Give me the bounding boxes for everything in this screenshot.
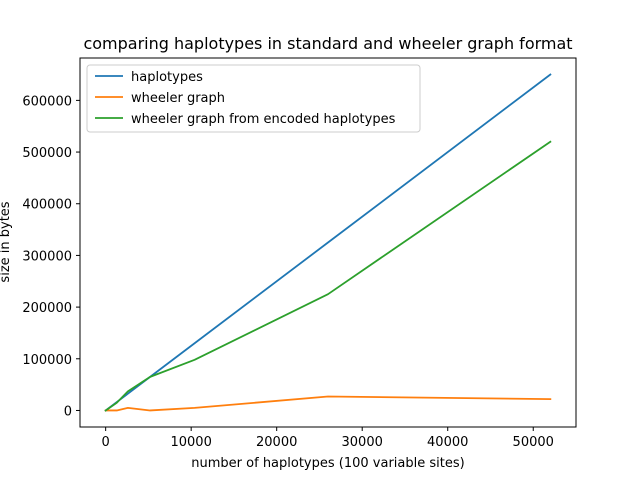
legend-label: wheeler graph <box>131 91 225 106</box>
y-tick-label: 600000 <box>22 94 72 109</box>
y-tick-label: 200000 <box>22 301 72 316</box>
y-tick-label: 0 <box>64 404 72 419</box>
plot-area <box>104 73 552 412</box>
x-tick-label: 40000 <box>427 435 468 450</box>
legend: haplotypes wheeler graph wheeler graph fro… <box>86 64 421 133</box>
series-line-2 <box>104 140 552 412</box>
x-tick-label: 50000 <box>513 435 554 450</box>
legend-box <box>86 64 421 133</box>
y-axis-label: size in bytes <box>0 201 13 282</box>
x-axis-label: number of haplotypes (100 variable sites… <box>191 456 464 471</box>
x-tick-label: 0 <box>102 435 110 450</box>
y-axis: 0 100000 200000 300000 400000 500000 600000 <box>22 94 80 419</box>
y-tick-label: 500000 <box>22 146 72 161</box>
y-tick-label: 300000 <box>22 249 72 264</box>
x-tick-label: 10000 <box>170 435 211 450</box>
y-tick-label: 100000 <box>22 353 72 368</box>
x-tick-label: 30000 <box>342 435 383 450</box>
legend-label: haplotypes <box>131 70 203 85</box>
y-tick-label: 400000 <box>22 198 72 213</box>
series-line-1 <box>104 395 552 412</box>
chart-title: comparing haplotypes in standard and whe… <box>83 34 572 53</box>
x-axis: 0 10000 20000 30000 40000 50000 <box>102 427 554 450</box>
x-tick-label: 20000 <box>256 435 297 450</box>
plot-frame <box>79 57 577 428</box>
legend-label: wheeler graph from encoded haplotypes <box>131 112 396 127</box>
